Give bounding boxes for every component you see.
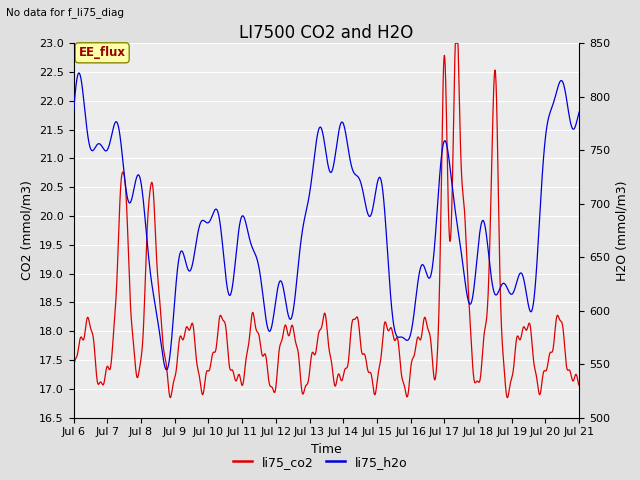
X-axis label: Time: Time — [311, 443, 342, 456]
Text: EE_flux: EE_flux — [79, 46, 125, 60]
Y-axis label: CO2 (mmol/m3): CO2 (mmol/m3) — [20, 180, 33, 280]
Y-axis label: H2O (mmol/m3): H2O (mmol/m3) — [616, 180, 628, 281]
Text: No data for f_li75_diag: No data for f_li75_diag — [6, 7, 124, 18]
Legend: li75_co2, li75_h2o: li75_co2, li75_h2o — [228, 451, 412, 474]
Title: LI7500 CO2 and H2O: LI7500 CO2 and H2O — [239, 24, 413, 42]
